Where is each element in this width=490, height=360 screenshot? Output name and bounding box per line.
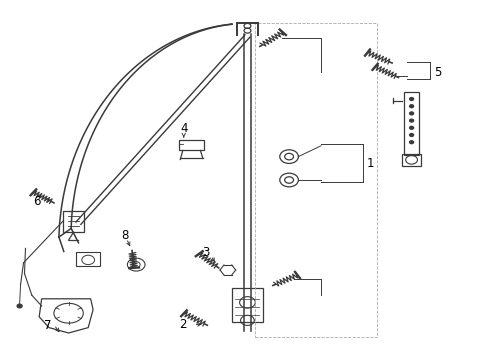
Circle shape <box>17 304 22 308</box>
Circle shape <box>410 126 414 129</box>
Bar <box>179 140 204 150</box>
Text: 1: 1 <box>367 157 374 170</box>
Text: 2: 2 <box>179 318 186 331</box>
Circle shape <box>410 134 414 136</box>
Text: 5: 5 <box>434 66 441 78</box>
Text: 8: 8 <box>121 229 129 242</box>
Circle shape <box>410 119 414 122</box>
Text: 4: 4 <box>180 122 188 135</box>
Circle shape <box>410 105 414 108</box>
Bar <box>255 23 377 337</box>
Bar <box>63 211 84 232</box>
Text: 7: 7 <box>44 319 52 332</box>
Bar <box>404 92 419 155</box>
Text: 3: 3 <box>202 246 210 259</box>
Circle shape <box>410 112 414 115</box>
Bar <box>76 252 100 266</box>
Bar <box>232 288 264 322</box>
Bar <box>402 154 421 166</box>
Circle shape <box>410 98 414 100</box>
Circle shape <box>410 141 414 144</box>
Text: 6: 6 <box>33 195 41 208</box>
